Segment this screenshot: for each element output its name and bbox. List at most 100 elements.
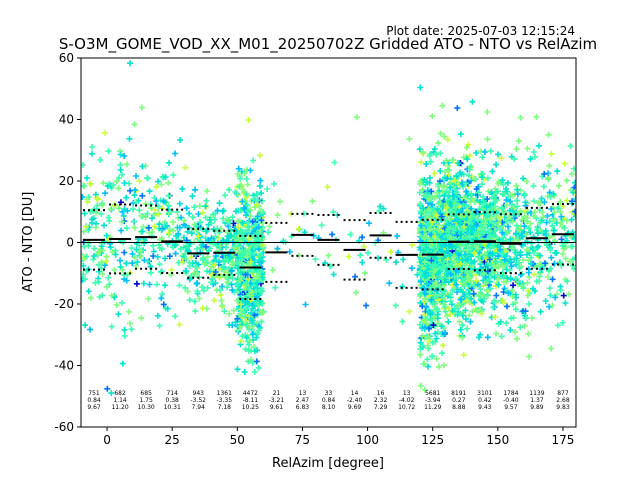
scatter-point	[162, 282, 168, 289]
scatter-point	[232, 189, 239, 195]
scatter-point	[428, 257, 435, 264]
scatter-point	[437, 150, 444, 157]
scatter-point	[433, 335, 440, 342]
scatter-point	[423, 280, 430, 287]
scatter-point	[440, 342, 447, 349]
scatter-point	[541, 171, 548, 177]
scatter-point	[253, 334, 260, 341]
scatter-point	[165, 192, 172, 199]
scatter-point	[476, 291, 483, 298]
scatter-point	[433, 190, 440, 196]
scatter-point	[552, 216, 559, 223]
scatter-point	[459, 322, 466, 329]
scatter-point	[118, 299, 125, 306]
scatter-point	[288, 233, 295, 240]
scatter-point	[249, 331, 256, 338]
scatter-point	[138, 104, 145, 111]
scatter-point	[473, 307, 480, 314]
scatter-point	[194, 288, 201, 295]
scatter-point	[121, 153, 128, 159]
scatter-point	[117, 257, 124, 264]
bin-count-label: 1361	[217, 390, 232, 397]
bin-count-label: 685	[140, 390, 152, 397]
scatter-point	[544, 213, 551, 219]
scatter-point	[494, 188, 501, 195]
scatter-point	[479, 174, 485, 181]
scatter-point	[429, 353, 436, 360]
scatter-point	[103, 232, 110, 239]
scatter-point	[425, 221, 432, 228]
scatter-point	[234, 254, 241, 261]
scatter-point	[444, 313, 450, 319]
scatter-point	[109, 249, 116, 255]
scatter-point	[420, 205, 427, 212]
bin-std-label: 9.83	[556, 404, 570, 411]
scatter-point	[254, 197, 261, 204]
scatter-point	[424, 179, 430, 186]
scatter-point	[437, 210, 444, 217]
scatter-point	[434, 305, 440, 312]
bin-std-label: 7.94	[192, 404, 206, 411]
scatter-point	[421, 324, 428, 331]
bin-std-label: 9.43	[478, 404, 492, 411]
scatter-point	[466, 312, 473, 319]
bin-count-label: 33	[325, 390, 333, 397]
scatter-point	[213, 242, 220, 249]
bin-annotations: 7510.849.676821.1411.206851.7510.307140.…	[87, 390, 569, 411]
scatter-point	[500, 190, 507, 197]
scatter-point	[505, 223, 511, 230]
scatter-point	[468, 205, 475, 212]
scatter-point	[116, 175, 122, 181]
scatter-point	[322, 260, 329, 267]
scatter-point	[250, 276, 257, 283]
scatter-point	[255, 364, 262, 371]
scatter-point	[194, 280, 201, 287]
scatter-point	[473, 244, 480, 251]
scatter-point	[228, 267, 235, 274]
scatter-point	[454, 105, 461, 112]
scatter-point	[417, 84, 424, 91]
bin-mean-label: 0.27	[452, 397, 466, 404]
scatter-point	[530, 213, 537, 220]
scatter-point	[433, 151, 440, 158]
scatter-point	[210, 211, 217, 218]
scatter-point	[92, 191, 99, 198]
scatter-point	[476, 306, 483, 313]
scatter-point	[216, 287, 223, 294]
scatter-point	[531, 209, 538, 216]
scatter-point	[254, 279, 261, 286]
scatter-point	[277, 198, 283, 205]
scatter-point	[491, 297, 498, 304]
scatter-point	[443, 157, 450, 164]
scatter-point	[513, 276, 520, 282]
scatter-point	[108, 390, 115, 397]
scatter-point	[242, 346, 249, 353]
scatter-point	[203, 243, 210, 250]
scatter-point	[523, 251, 530, 258]
scatter-point	[459, 227, 466, 234]
scatter-point	[531, 250, 537, 256]
scatter-point	[172, 242, 178, 249]
scatter-point	[92, 279, 99, 286]
bin-mean-label: -4.02	[399, 397, 415, 404]
scatter-point	[86, 180, 93, 187]
scatter-point	[431, 146, 438, 152]
scatter-point	[345, 253, 352, 260]
scatter-point	[452, 202, 459, 209]
bin-count-label: 13	[299, 390, 307, 397]
scatter-point	[546, 218, 553, 225]
scatter-point	[559, 242, 566, 249]
scatter-point	[245, 207, 251, 214]
scatter-point	[423, 161, 430, 167]
scatter-point	[195, 211, 202, 217]
scatter-point	[421, 360, 428, 367]
scatter-point	[142, 214, 149, 221]
scatter-point	[99, 202, 106, 209]
scatter-point	[418, 159, 425, 166]
scatter-point	[500, 234, 507, 241]
scatter-point	[446, 305, 452, 312]
scatter-point	[237, 175, 244, 182]
scatter-point	[429, 201, 435, 208]
scatter-point	[438, 213, 445, 220]
scatter-point	[439, 265, 445, 272]
